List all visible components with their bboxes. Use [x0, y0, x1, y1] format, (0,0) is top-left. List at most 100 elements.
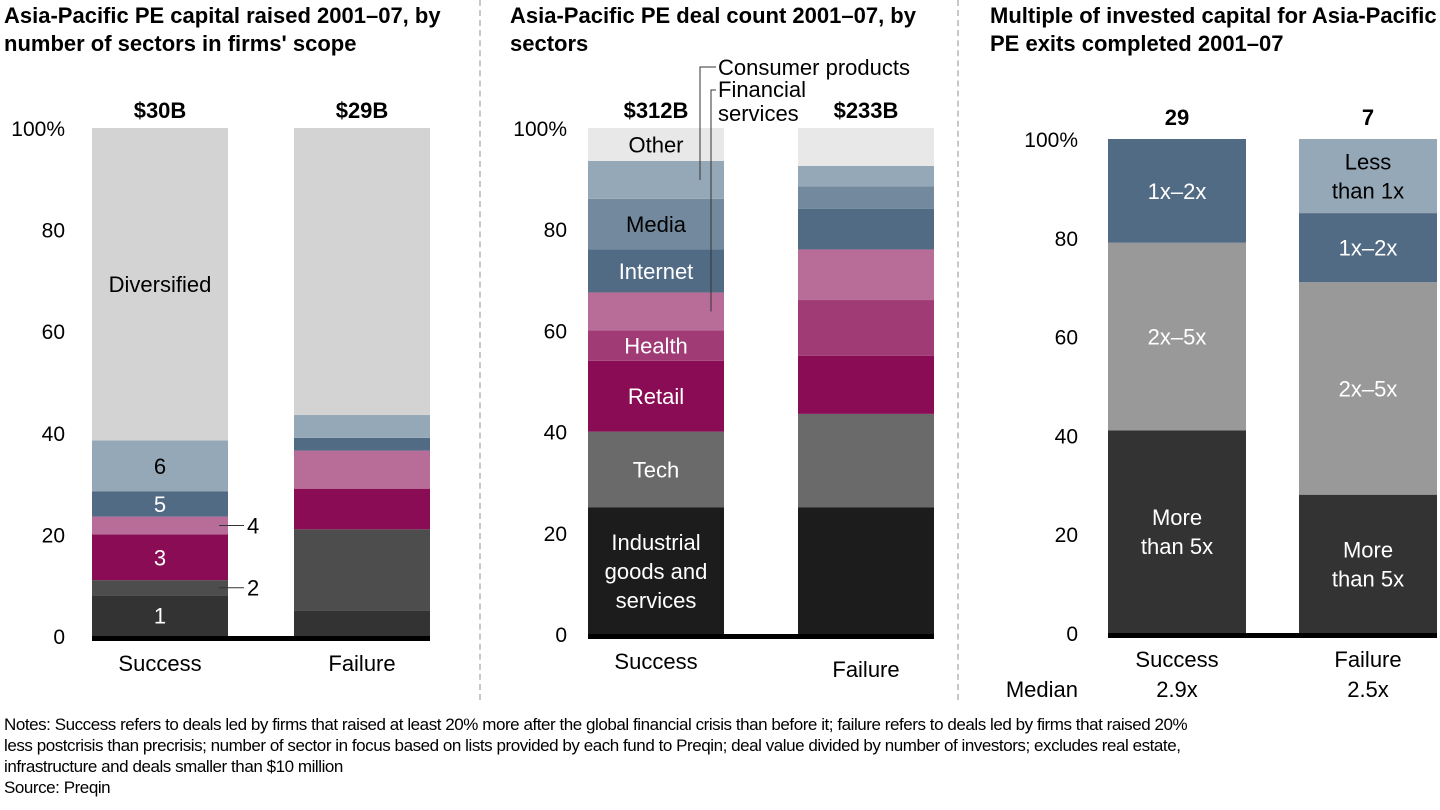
bar-segment-consumer-products	[798, 165, 934, 187]
bar-segment-health	[588, 330, 724, 361]
median-label: Median	[1006, 677, 1078, 702]
y-tick-label: 80	[544, 219, 567, 242]
category-label: Success	[118, 651, 201, 676]
bar-segment-5	[294, 437, 430, 451]
segment-label: More	[1343, 537, 1393, 562]
y-tick-label: 0	[53, 626, 65, 649]
y-tick-label: 40	[42, 423, 65, 446]
y-tick-label: 100%	[513, 118, 567, 141]
segment-label: services	[616, 588, 697, 613]
segment-label: 1	[154, 604, 166, 629]
bar-segment-tech	[798, 413, 934, 508]
bar-segment-industrial-goods-and-services	[798, 507, 934, 634]
y-tick-label: 0	[555, 624, 567, 647]
segment-label: Internet	[619, 259, 694, 284]
segment-label: than 1x	[1332, 179, 1404, 204]
segment-label: 2x–5x	[1148, 325, 1207, 350]
notes-line: less postcrisis than precrisis; number o…	[4, 736, 1181, 755]
segment-label: than 5x	[1332, 566, 1404, 591]
panel-1-title: Asia-Pacific PE capital raised 2001–07, …	[4, 3, 441, 56]
segment-label: 2x–5x	[1339, 376, 1398, 401]
bar-segment-1x-2x	[1299, 213, 1437, 283]
y-tick-label: 40	[544, 422, 567, 445]
segment-label: Health	[624, 334, 688, 359]
callout-line	[699, 66, 716, 180]
segment-label: Media	[626, 212, 687, 237]
bar-segment-more-than-5x	[1108, 430, 1246, 633]
segment-label: Diversified	[109, 272, 212, 297]
y-tick-label: 60	[42, 321, 65, 344]
bar-segment-media	[798, 186, 934, 209]
bar-segment-diversified	[92, 128, 228, 441]
bar-total-label: $29B	[336, 98, 389, 123]
panel-divider	[957, 0, 959, 700]
y-tick-label: 0	[1066, 623, 1078, 646]
bar-segment-retail	[588, 360, 724, 432]
x-axis-baseline	[92, 636, 430, 641]
segment-label: goods and	[605, 559, 708, 584]
y-tick-label: 20	[544, 523, 567, 546]
segment-label: Industrial	[611, 530, 700, 555]
y-tick-label: 100%	[11, 118, 65, 141]
callout-label-financial-services: services	[718, 101, 799, 126]
bar-segment-1x-2x	[1108, 139, 1246, 243]
y-tick-label: 60	[544, 320, 567, 343]
segment-label: Tech	[633, 458, 679, 483]
bar-segment-consumer-products	[588, 160, 724, 199]
category-label: Failure	[1334, 647, 1401, 672]
category-label: Success	[614, 649, 697, 674]
segment-label: 6	[154, 454, 166, 479]
y-tick-label: 80	[1055, 228, 1078, 251]
bar-segment-5	[92, 491, 228, 517]
source-line: Source: Preqin	[4, 778, 111, 797]
bar-total-label: $233B	[834, 98, 899, 123]
x-axis-baseline	[588, 634, 934, 639]
segment-label: Retail	[628, 384, 684, 409]
charts-canvas: 020406080100%1356Diversified$30BSuccess$…	[11, 55, 1437, 702]
bar-segment-4	[294, 450, 430, 489]
y-tick-label: 20	[1055, 524, 1078, 547]
bar-segment-2x-5x	[1108, 242, 1246, 431]
segment-label: Less	[1345, 150, 1391, 175]
median-value: 2.5x	[1347, 677, 1389, 702]
bar-segment-6	[294, 415, 430, 438]
bar-segment-internet	[798, 208, 934, 250]
segment-label: 3	[154, 545, 166, 570]
y-tick-label: 60	[1055, 327, 1078, 350]
bar-segment-2	[294, 529, 430, 611]
bar-segment-retail	[798, 355, 934, 414]
callout-label-financial-services: Financial	[718, 77, 806, 102]
category-label: Failure	[832, 657, 899, 682]
segment-label: than 5x	[1141, 534, 1213, 559]
bar-segment-1	[294, 610, 430, 636]
bar-segment-financial-services	[588, 292, 724, 331]
bar-segment-internet	[588, 249, 724, 293]
median-value: 2.9x	[1156, 677, 1198, 702]
callout-label-consumer-products: Consumer products	[718, 55, 910, 80]
segment-label: More	[1152, 505, 1202, 530]
callout-line	[710, 89, 716, 312]
bar-segment-less-than-1x	[1299, 139, 1437, 214]
category-label: Failure	[328, 651, 395, 676]
bar-segment-2	[92, 580, 228, 596]
x-axis-baseline	[1108, 633, 1437, 638]
bar-total-label: 7	[1362, 105, 1374, 130]
callout-label-2: 2	[247, 576, 259, 601]
y-tick-label: 100%	[1024, 129, 1078, 152]
notes-line: infrastructure and deals smaller than $1…	[4, 757, 343, 776]
y-tick-label: 40	[1055, 425, 1078, 448]
bar-segment-tech	[588, 431, 724, 508]
bar-segment-media	[588, 198, 724, 250]
bar-segment-3	[294, 488, 430, 530]
segment-label: Other	[628, 132, 683, 157]
notes-line: Notes: Success refers to deals led by fi…	[4, 715, 1188, 734]
bar-segment-6	[92, 440, 228, 492]
panel-3-title: Multiple of invested capital for Asia-Pa…	[990, 3, 1437, 56]
bar-segment-more-than-5x	[1299, 494, 1437, 633]
y-tick-label: 80	[42, 220, 65, 243]
bar-segment-health	[798, 300, 934, 356]
bar-segment-other	[588, 128, 724, 161]
y-tick-label: 20	[42, 524, 65, 547]
bar-segment-industrial-goods-and-services	[588, 507, 724, 634]
bar-total-label: 29	[1165, 105, 1189, 130]
